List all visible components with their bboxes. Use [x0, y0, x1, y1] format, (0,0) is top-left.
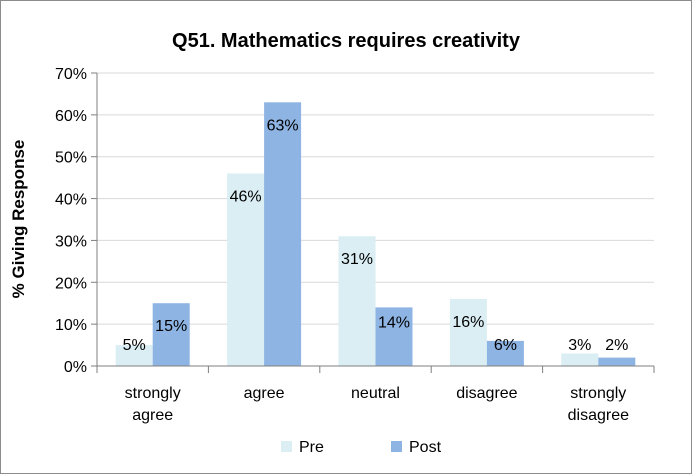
- x-tick-label: disagree: [568, 407, 629, 424]
- data-label: 14%: [378, 314, 410, 331]
- y-tick-label: 50%: [55, 150, 87, 167]
- x-tick-label: agree: [132, 407, 173, 424]
- bar-post: [375, 307, 413, 366]
- x-tick-label: neutral: [351, 385, 400, 402]
- y-tick-label: 40%: [55, 192, 87, 209]
- legend: Pre Post: [281, 439, 442, 456]
- data-label: 6%: [494, 337, 517, 354]
- data-label: 16%: [452, 314, 484, 331]
- axes: 0% 10% 20% 30% 40% 50% 60% 70% strongly agree agre…: [55, 66, 655, 424]
- y-axis-label: % Giving Response: [9, 140, 28, 299]
- y-tick-label: 70%: [55, 66, 87, 83]
- y-tick-label: 10%: [55, 317, 87, 334]
- bar-post: [152, 303, 190, 366]
- bars: [115, 102, 636, 367]
- legend-swatch-post: [391, 441, 402, 452]
- data-label: 3%: [568, 337, 591, 354]
- data-label: 5%: [123, 337, 146, 354]
- chart-title: Q51. Mathematics requires creativity: [172, 30, 521, 52]
- y-tick-label: 60%: [55, 108, 87, 125]
- x-tick-label: agree: [244, 385, 285, 402]
- bar-post: [486, 340, 524, 366]
- bar-post: [598, 357, 636, 366]
- legend-label-pre: Pre: [299, 439, 324, 456]
- bar-post: [264, 102, 302, 367]
- x-tick-label: strongly: [125, 385, 181, 402]
- bar-pre: [115, 345, 153, 366]
- data-label: 31%: [341, 251, 373, 268]
- x-tick-label: strongly: [570, 385, 626, 402]
- bar-pre: [561, 353, 599, 366]
- legend-swatch-pre: [281, 441, 292, 452]
- data-label: 46%: [230, 188, 262, 205]
- data-label: 15%: [155, 318, 187, 335]
- x-tick-label: disagree: [456, 385, 517, 402]
- data-label: 2%: [605, 337, 628, 354]
- bar-pre: [338, 236, 376, 366]
- y-tick-label: 20%: [55, 275, 87, 292]
- y-tick-label: 30%: [55, 233, 87, 250]
- data-labels: 5% 15% 46% 63% 31% 14% 16% 6% 3% 2%: [123, 117, 629, 354]
- bar-pre: [227, 173, 265, 366]
- bar-pre: [449, 299, 487, 366]
- y-tick-label: 0%: [64, 359, 87, 376]
- legend-label-post: Post: [409, 439, 442, 456]
- data-label: 63%: [267, 117, 299, 134]
